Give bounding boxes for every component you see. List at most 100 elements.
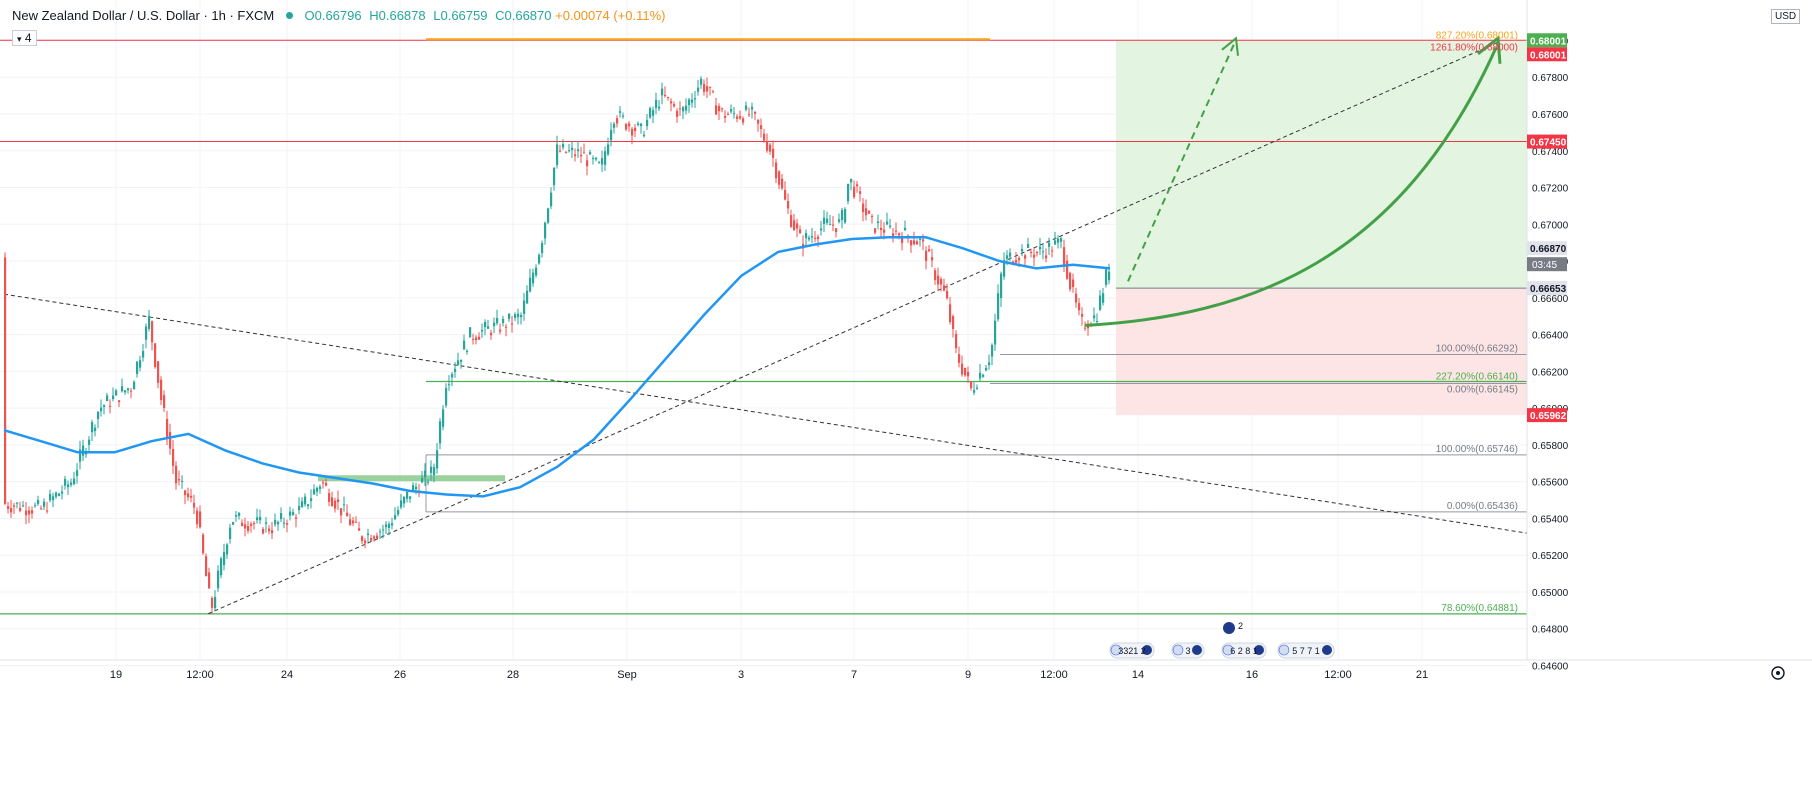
indicator-count: 4 bbox=[24, 31, 32, 45]
candle bbox=[811, 227, 814, 244]
candle bbox=[877, 214, 880, 230]
candle-body bbox=[874, 228, 877, 233]
candle bbox=[394, 507, 397, 521]
candle bbox=[718, 103, 721, 120]
candle-body bbox=[166, 418, 169, 440]
candle bbox=[1084, 321, 1087, 332]
event-marker-top[interactable]: 2 bbox=[1223, 621, 1243, 634]
indicator-toggle[interactable]: ▾ 4 bbox=[12, 30, 37, 46]
candle-body bbox=[532, 272, 535, 284]
candle-body bbox=[322, 482, 325, 484]
candle bbox=[4, 252, 7, 505]
candle-body bbox=[55, 492, 58, 497]
candle-body bbox=[1099, 295, 1102, 310]
candle-body bbox=[919, 238, 922, 240]
candle-body bbox=[550, 192, 553, 207]
event-group[interactable]: 5 7 7 1 bbox=[1277, 642, 1335, 659]
candle-body bbox=[691, 99, 694, 103]
price-label[interactable]: 0.68001 bbox=[1527, 33, 1567, 48]
candle-body bbox=[28, 510, 31, 515]
candle bbox=[691, 93, 694, 108]
candle bbox=[568, 144, 571, 153]
candle bbox=[997, 284, 1000, 322]
gear-icon[interactable] bbox=[1771, 666, 1785, 680]
candle-body bbox=[499, 329, 502, 332]
candle-body bbox=[163, 395, 166, 409]
candle bbox=[286, 519, 289, 533]
candle bbox=[862, 198, 865, 222]
price-label[interactable]: 0.66870 bbox=[1527, 241, 1567, 256]
candle bbox=[280, 507, 283, 523]
candle-body bbox=[505, 326, 508, 328]
currency-badge[interactable]: USD bbox=[1771, 9, 1801, 24]
candle bbox=[454, 362, 457, 378]
candle-body bbox=[61, 491, 64, 494]
candle bbox=[367, 528, 370, 544]
candle-body bbox=[913, 240, 916, 245]
candle bbox=[385, 521, 388, 534]
time-tick-label: 24 bbox=[281, 669, 293, 681]
candle bbox=[106, 392, 109, 402]
candle bbox=[271, 521, 274, 539]
candle bbox=[388, 521, 391, 536]
candle-body bbox=[454, 368, 457, 372]
price-tick-label: 0.65400 bbox=[1532, 514, 1569, 525]
candle bbox=[442, 405, 445, 431]
candle bbox=[778, 170, 781, 190]
price-label[interactable]: 0.68001 bbox=[1527, 47, 1567, 62]
candle bbox=[604, 146, 607, 172]
candle-body bbox=[826, 218, 829, 223]
candle bbox=[157, 360, 160, 389]
candle-body bbox=[1033, 254, 1036, 258]
candle-body bbox=[538, 254, 541, 264]
candle-body bbox=[100, 407, 103, 412]
candle bbox=[991, 343, 994, 366]
candle-body bbox=[946, 290, 949, 299]
price-tick-label: 0.64800 bbox=[1532, 625, 1569, 636]
candle bbox=[67, 480, 70, 495]
candle bbox=[472, 333, 475, 345]
candle-body bbox=[502, 319, 505, 323]
candle bbox=[1048, 237, 1051, 255]
event-group[interactable]: 3 bbox=[1171, 642, 1205, 659]
event-group[interactable]: 6 2 8 1 bbox=[1221, 642, 1267, 659]
price-tick-label: 0.65000 bbox=[1532, 588, 1569, 599]
flag-icon bbox=[1172, 644, 1184, 656]
symbol-title[interactable]: New Zealand Dollar / U.S. Dollar · 1h · … bbox=[12, 8, 275, 23]
candle bbox=[1066, 254, 1069, 280]
chart-header: New Zealand Dollar / U.S. Dollar · 1h · … bbox=[12, 8, 665, 23]
candle-body bbox=[985, 367, 988, 371]
candle bbox=[97, 411, 100, 429]
price-label[interactable]: 0.66653 bbox=[1527, 281, 1567, 296]
candle-body bbox=[589, 152, 592, 155]
candle bbox=[526, 285, 529, 304]
candle bbox=[334, 497, 337, 513]
candle-body bbox=[1063, 247, 1066, 266]
candle-body bbox=[67, 484, 70, 488]
candle-body bbox=[127, 388, 130, 391]
candle-body bbox=[796, 223, 799, 229]
event-group[interactable]: 3321 2 bbox=[1109, 642, 1155, 659]
close-value: C0.66870 bbox=[495, 8, 552, 23]
candle bbox=[856, 180, 859, 193]
price-label[interactable]: 0.65962 bbox=[1527, 408, 1567, 423]
candle-body bbox=[79, 449, 82, 462]
candle-body bbox=[940, 278, 943, 285]
candle bbox=[934, 267, 937, 285]
candle-body bbox=[274, 519, 277, 525]
candle bbox=[43, 498, 46, 510]
fib-label: 0.00%(0.66145) bbox=[1447, 384, 1518, 395]
candle bbox=[313, 484, 316, 495]
price-label[interactable]: 0.67450 bbox=[1527, 134, 1567, 149]
candle bbox=[886, 212, 889, 226]
candle-body bbox=[646, 119, 649, 127]
candle bbox=[865, 199, 868, 221]
candle bbox=[52, 492, 55, 508]
candle-body bbox=[382, 529, 385, 531]
change-value: +0.00074 (+0.11%) bbox=[555, 8, 666, 23]
candle-body bbox=[685, 105, 688, 111]
candle bbox=[358, 521, 361, 531]
candle bbox=[391, 517, 394, 530]
